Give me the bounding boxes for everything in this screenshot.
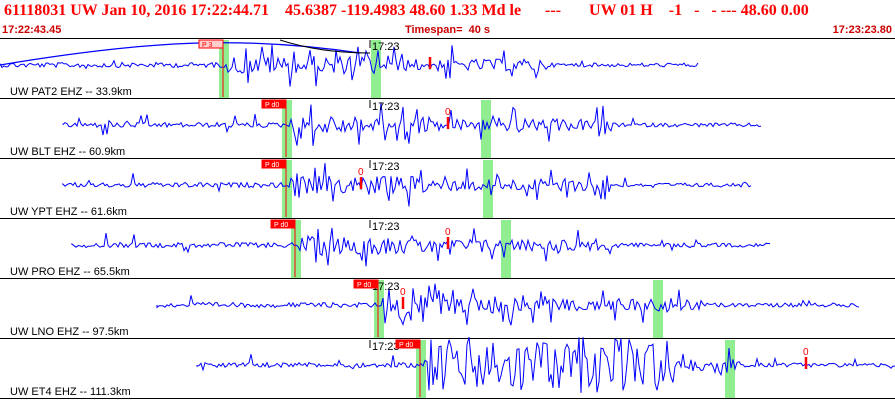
p-pick-label: P 3 bbox=[202, 42, 212, 49]
waveform bbox=[196, 336, 895, 393]
trace-row[interactable]: 17:23 P d0 0 UW PRO EHZ -- 65.5km bbox=[0, 219, 895, 279]
station-label: UW BLT EHZ -- 60.9km bbox=[10, 146, 125, 158]
minute-label: 17:23 bbox=[372, 341, 400, 353]
p-pick-label: P d0 bbox=[399, 342, 413, 349]
analysis-window bbox=[371, 40, 381, 98]
analysis-window bbox=[416, 340, 426, 398]
station-label: UW ET4 EHZ -- 111.3km bbox=[10, 386, 131, 398]
drift-curve bbox=[0, 42, 361, 66]
start-time-label: 17:22:43.45 bbox=[2, 24, 62, 36]
event-header: 61118031 UW Jan 10, 2016 17:22:44.71 45.… bbox=[0, 0, 895, 38]
reference-curve bbox=[279, 39, 371, 54]
pick-weight-label: 0 bbox=[358, 167, 364, 178]
analysis-window bbox=[291, 220, 301, 278]
waveform bbox=[0, 44, 699, 87]
p-pick-label: P d0 bbox=[265, 162, 279, 169]
station-label: UW LNO EHZ -- 97.5km bbox=[10, 326, 129, 338]
trace-row[interactable]: 17:23 P 3 UW PAT2 EHZ -- 33.9km bbox=[0, 39, 895, 99]
waveform bbox=[71, 227, 770, 267]
analysis-window bbox=[374, 280, 384, 338]
analysis-window bbox=[282, 100, 292, 158]
waveform bbox=[62, 103, 762, 146]
minute-label: 17:23 bbox=[372, 281, 400, 293]
pick-weight-label: 0 bbox=[445, 107, 451, 118]
minute-label: 17:23 bbox=[372, 41, 400, 53]
minute-label: 17:23 bbox=[372, 221, 400, 233]
analysis-window bbox=[481, 100, 491, 158]
analysis-window bbox=[501, 220, 511, 278]
trace-row[interactable]: 17:23 P d0 0 UW ET4 EHZ -- 111.3km bbox=[0, 336, 895, 399]
minute-label: 17:23 bbox=[372, 161, 400, 173]
timespan-label: Timespan= 40 s bbox=[404, 24, 491, 36]
analysis-window bbox=[219, 40, 229, 98]
end-time-label: 17:23:23.80 bbox=[832, 24, 892, 36]
analysis-window bbox=[282, 160, 292, 218]
analysis-window bbox=[653, 280, 663, 338]
analysis-window bbox=[725, 340, 735, 398]
trace-row[interactable]: 17:23 P d0 0 UW YPT EHZ -- 61.6km bbox=[0, 159, 895, 219]
event-title: 61118031 UW Jan 10, 2016 17:22:44.71 45.… bbox=[4, 2, 809, 19]
waveform bbox=[62, 163, 752, 207]
p-pick-label: P d0 bbox=[265, 102, 279, 109]
pick-weight-label: 0 bbox=[400, 287, 406, 298]
pick-weight-label: 0 bbox=[803, 347, 809, 358]
station-label: UW YPT EHZ -- 61.6km bbox=[10, 206, 127, 218]
waveform bbox=[156, 283, 860, 327]
trace-row[interactable]: 17:23P d0 0 UW LNO EHZ -- 97.5km bbox=[0, 279, 895, 339]
station-label: UW PRO EHZ -- 65.5km bbox=[10, 266, 130, 278]
station-label: UW PAT2 EHZ -- 33.9km bbox=[10, 86, 132, 98]
pick-weight-label: 0 bbox=[445, 227, 451, 238]
p-pick-label: P d0 bbox=[274, 222, 288, 229]
minute-label: 17:23 bbox=[372, 101, 400, 113]
trace-row[interactable]: 17:23 P d0 0 UW BLT EHZ -- 60.9km bbox=[0, 99, 895, 159]
analysis-window bbox=[483, 160, 493, 218]
p-pick-label: P d0 bbox=[357, 282, 371, 289]
